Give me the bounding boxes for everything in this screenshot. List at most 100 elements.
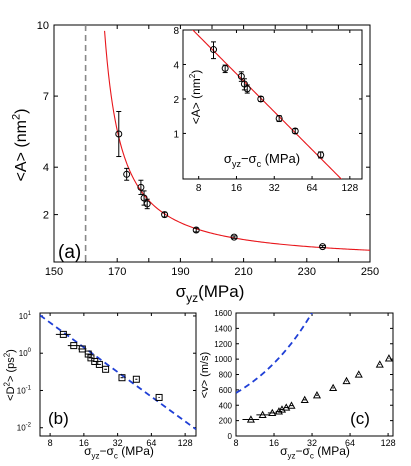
- panel-c-point-11: [354, 370, 363, 378]
- inset-xtick-label: 8: [196, 183, 202, 194]
- panel-c-point-7: [300, 395, 309, 403]
- panel-c-ylabel-main: <v> (m/s): [199, 352, 211, 398]
- panel-c-ytick-label: 1000: [214, 355, 232, 364]
- panel-b-ytick-base: 10: [17, 386, 26, 395]
- inset-fit-line: [192, 30, 343, 179]
- inset-ylabel: <A> (nm2): [188, 70, 203, 124]
- panel-b-ytick-label: 10-2: [17, 423, 32, 433]
- panel-b-ylabel-sup: 2: [3, 381, 12, 386]
- panel-c-ytick-label: 1200: [214, 340, 232, 349]
- panel-a-point-2: [137, 183, 145, 191]
- panel-c-point-8: [312, 391, 322, 399]
- panel-a-ytick-label: 4: [43, 162, 49, 174]
- panel-b-point-9: [132, 375, 140, 383]
- panel-c-xtick-label: 64: [345, 438, 355, 448]
- panel-b-point-1: [70, 342, 78, 350]
- inset-point-1: [221, 64, 229, 72]
- panel-c-ytick-label: 400: [219, 401, 233, 410]
- inset-xlabel-main: σ: [224, 151, 232, 166]
- panel-a-xlabel: σyz(MPa): [176, 282, 245, 305]
- inset-ytick-label: 2: [173, 95, 179, 106]
- panel-c-xtick-label: 8: [233, 438, 238, 448]
- inset-xlabel: σyz−σc (MPa): [224, 151, 300, 169]
- panel-b-point-8: [118, 374, 126, 382]
- panel-a-ytick-label: 10: [37, 20, 49, 32]
- panel-b-ylabel-rest2: ): [5, 349, 17, 353]
- inset-point-6: [275, 114, 283, 122]
- panel-a-point-8: [319, 243, 327, 251]
- panel-b-point-6: [95, 360, 103, 368]
- panel-c-point-1: [258, 410, 267, 418]
- panel-c-ytick-label: 200: [219, 417, 233, 426]
- inset-ytick-label: 8: [173, 26, 179, 37]
- inset-background: [183, 30, 362, 179]
- panel-b-xtick-label: 16: [79, 438, 89, 448]
- inset-frame: [182, 29, 363, 180]
- panel-a-ylabel-rest: ): [13, 109, 30, 114]
- inset-ytick-label: 4: [173, 60, 179, 71]
- panel-b-ytick-base: 10: [19, 349, 28, 358]
- panel-c-xtick-label: 32: [307, 438, 317, 448]
- panel-c-xlabel-main: σ: [280, 444, 288, 458]
- panel-c-xlabel-sub2: c: [310, 452, 314, 461]
- panel-c-point-10: [342, 376, 351, 385]
- panel-c-fit-line: [236, 313, 313, 394]
- panel-b-xtick-label: 64: [146, 438, 156, 448]
- panel-a-point-3: [140, 194, 148, 202]
- panel-a-point-1: [123, 170, 131, 178]
- inset-point-2: [237, 72, 245, 80]
- panel-b-point-2: [78, 345, 86, 353]
- panel-b-ytick-exp: -1: [26, 385, 32, 391]
- inset-ylabel-sup: 2: [188, 73, 197, 78]
- panel-c-ytick-label: 600: [219, 386, 233, 395]
- panel-c-point-0: [246, 415, 255, 423]
- panel-b-point-4: [87, 354, 95, 362]
- panel-a-xlabel-sub: yz: [186, 291, 198, 305]
- panel-c-xtick-label: 16: [269, 438, 279, 448]
- panel-c-xlabel-sub: yz: [287, 452, 295, 461]
- panel-b-xlabel-rest: −σ: [99, 444, 114, 458]
- panel-a-xlabel-main: σ: [176, 282, 187, 301]
- panel-c-point-3: [274, 407, 283, 415]
- panel-a-xtick-label: 190: [171, 266, 189, 278]
- panel-c-ytick-label: 1600: [214, 309, 232, 318]
- panel-b-point-0: [59, 330, 67, 338]
- panel-b-point-10: [155, 393, 163, 401]
- panel-b-point-7: [102, 365, 110, 373]
- panel-c-point-6: [287, 401, 296, 409]
- panel-b-xlabel-sub: yz: [91, 452, 99, 461]
- panel-c-point-12: [375, 360, 384, 368]
- inset-xtick-label: 64: [306, 183, 318, 194]
- panel-a-ylabel-main: <A> (nm: [13, 120, 30, 181]
- panel-a-xtick-label: 250: [361, 266, 379, 278]
- panel-b-ytick-exp: -2: [26, 423, 32, 429]
- panel-b-ytick-exp: 1: [28, 311, 32, 317]
- inset-ytick-label: 1: [173, 129, 179, 140]
- panel-a-label: (a): [58, 242, 81, 263]
- panel-c: 8 16 32 64 128 0 200 400 600 800 1000 1200 1400 1600 (…: [199, 309, 396, 461]
- panel-b-xlabel-rest2: (MPa): [118, 444, 154, 458]
- panel-c-xlabel-rest: −σ: [295, 444, 310, 458]
- panel-b-ytick-exp: 0: [28, 348, 32, 354]
- inset-point-5: [257, 95, 265, 103]
- panel-b-ytick-label: 10-1: [17, 385, 32, 395]
- panel-c-point-9: [329, 383, 338, 392]
- inset-point-7: [291, 127, 299, 135]
- panel-a-xtick-label: 230: [298, 266, 316, 278]
- panel-b-ytick-label: 101: [19, 311, 32, 321]
- inset-point-0: [210, 46, 218, 54]
- panel-c-xlabel-rest2: (MPa): [314, 444, 350, 458]
- panel-b-xlabel: σyz−σc (MPa): [84, 444, 154, 461]
- panel-c-ytick-label: 0: [228, 432, 233, 441]
- inset-xlabel-rest: −σ: [241, 151, 257, 166]
- panel-a-ytick-label: 7: [43, 91, 49, 103]
- inset-ylabel-main: <A> (nm: [189, 78, 203, 124]
- panel-a-point-5: [161, 211, 169, 219]
- panel-c-xlabel: σyz−σc (MPa): [280, 444, 350, 461]
- panel-c-xtick-label: 128: [381, 438, 396, 448]
- panel-a-ytick-label: 2: [43, 210, 49, 222]
- panel-b-xtick-label: 8: [48, 438, 53, 448]
